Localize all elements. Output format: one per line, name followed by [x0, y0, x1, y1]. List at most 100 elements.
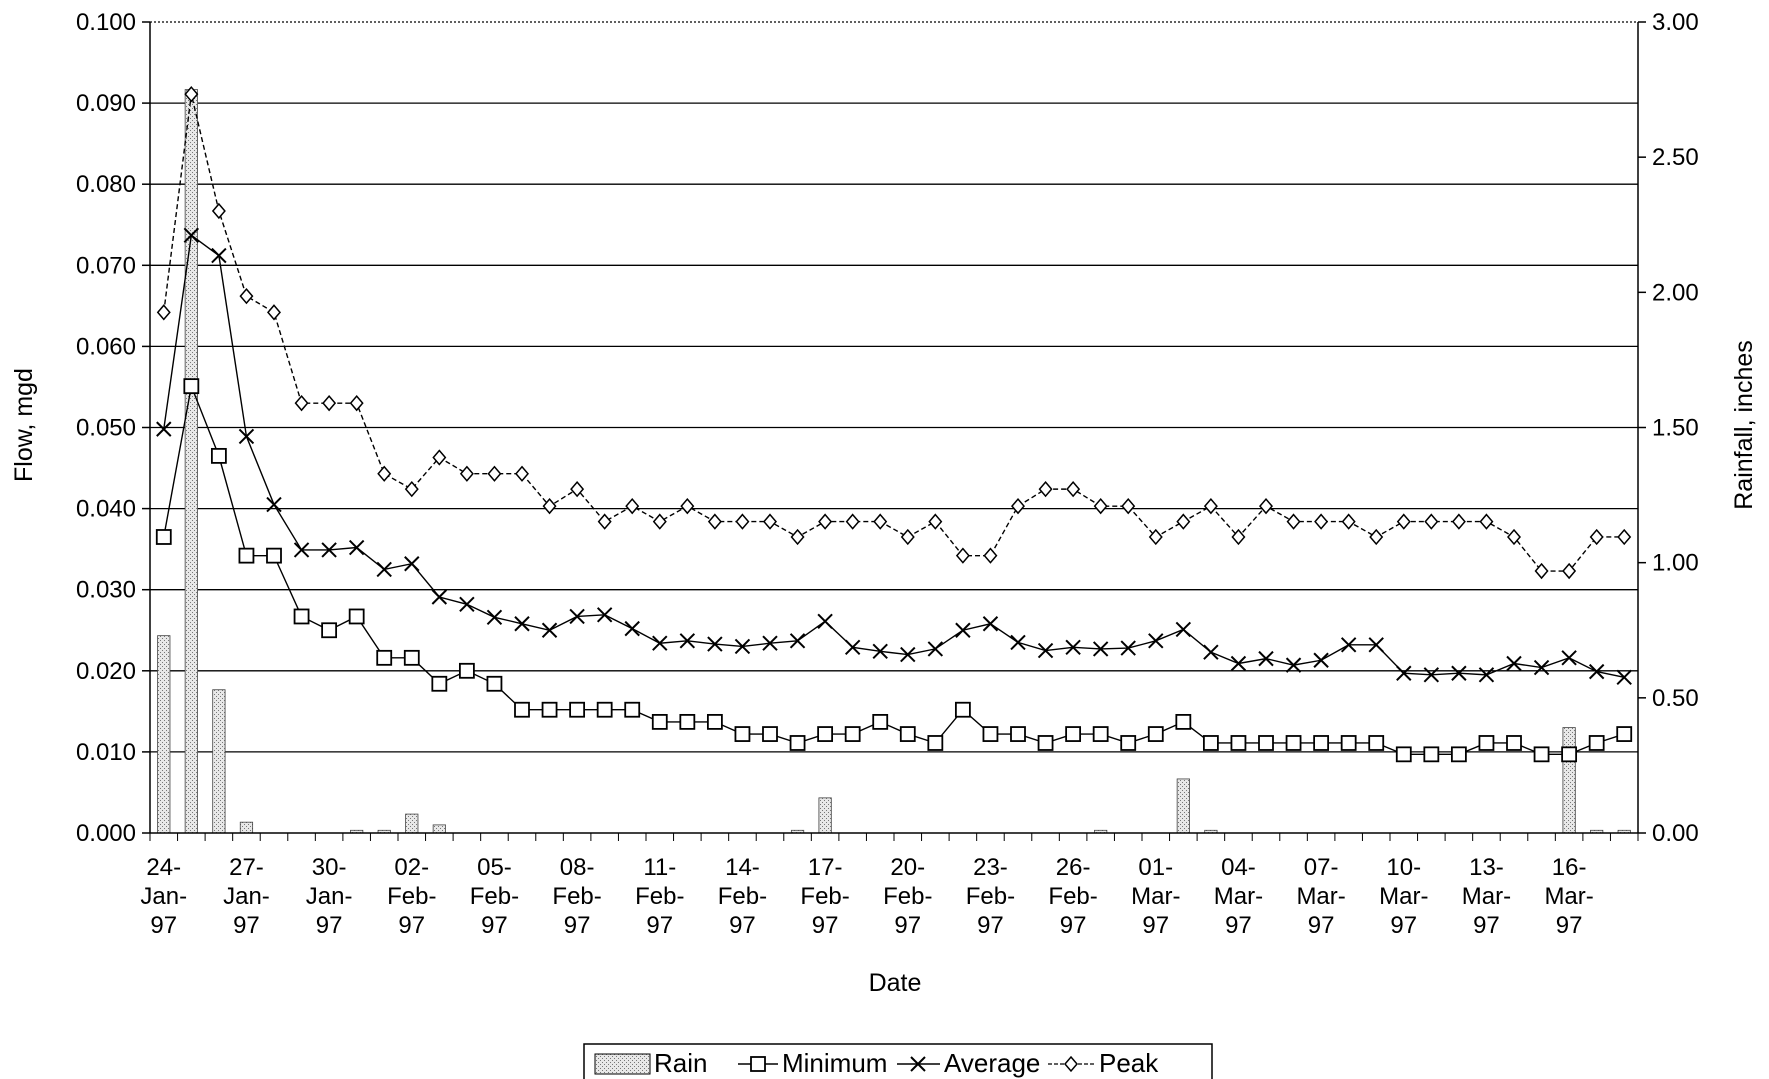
legend-minimum-label: Minimum	[782, 1048, 887, 1078]
x-tick-label: 26-Feb-97	[1048, 854, 1097, 939]
y2-tick-label: 1.50	[1652, 415, 1699, 442]
minimum-point	[403, 649, 420, 666]
x-tick-label: 01-Mar-97	[1131, 854, 1180, 939]
average-point	[679, 633, 696, 649]
peak-point	[955, 547, 970, 564]
x-tick-label: 27-Jan-97	[223, 854, 270, 939]
x-axis-title: Date	[869, 969, 922, 997]
average-point	[1148, 633, 1164, 649]
peak-point	[432, 449, 447, 466]
average-point	[1396, 665, 1412, 681]
rain-bar	[1176, 778, 1190, 834]
legend-average-marker	[910, 1056, 926, 1072]
peak-point	[184, 86, 199, 103]
y2-tick-label: 0.50	[1652, 685, 1699, 712]
minimum-point	[872, 713, 889, 730]
average-point	[624, 620, 640, 637]
peak-point	[1011, 498, 1025, 515]
minimum-point	[624, 701, 641, 718]
peak-point	[873, 513, 888, 530]
x-tick-label: 13-Mar-97	[1462, 854, 1511, 939]
average-point	[404, 556, 420, 572]
average-point	[1533, 659, 1550, 676]
minimum-point	[596, 701, 613, 718]
average-point	[1037, 642, 1054, 659]
minimum-point	[266, 547, 282, 564]
average-point	[1175, 621, 1192, 638]
average-point	[927, 641, 944, 657]
average-point	[1616, 669, 1632, 685]
average-line	[163, 234, 1625, 678]
minimum-point	[1285, 735, 1302, 751]
peak-point	[377, 465, 392, 482]
x-tick-label: 30-Jan-97	[306, 854, 353, 939]
y-tick-label: 0.000	[76, 820, 136, 847]
peak-point	[515, 465, 529, 482]
peak-point	[1341, 513, 1356, 530]
peak-point	[1589, 528, 1604, 546]
average-point	[211, 247, 227, 264]
average-point	[596, 607, 613, 623]
average-point	[1588, 663, 1605, 680]
minimum-point	[1616, 726, 1633, 742]
legend-peak-marker	[1064, 1055, 1078, 1073]
rain-bar	[212, 689, 226, 834]
flow-lines	[155, 86, 1633, 763]
minimum-point	[899, 726, 916, 742]
average-point	[541, 622, 558, 638]
average-point	[266, 496, 282, 513]
peak-point	[1093, 498, 1108, 515]
rain-bar	[432, 824, 446, 834]
legend-minimum-marker	[750, 1056, 766, 1072]
y-tick-label: 0.070	[76, 252, 136, 279]
peak-point	[267, 304, 281, 321]
minimum-point	[183, 378, 200, 395]
peak-point	[928, 513, 943, 530]
peak-point	[487, 465, 502, 482]
peak-point	[1369, 528, 1384, 546]
y-axis-title: Flow, mgd	[10, 368, 38, 482]
average-point	[1203, 644, 1219, 660]
peak-point	[1617, 528, 1632, 546]
y-tick-label: 0.060	[76, 333, 136, 360]
rain-bar	[1562, 727, 1576, 834]
peak-point	[1038, 480, 1053, 498]
rain-bar	[157, 635, 171, 834]
minimum-point	[210, 447, 227, 464]
peak-point	[349, 395, 364, 412]
average-point	[872, 643, 888, 660]
peak-point	[459, 465, 474, 482]
average-point	[1561, 650, 1577, 666]
minimum-point	[679, 713, 696, 730]
x-tick-label: 20-Feb-97	[883, 854, 932, 939]
average-point	[293, 542, 310, 558]
minimum-point	[514, 701, 530, 718]
peak-point	[1259, 498, 1273, 515]
minimum-point	[651, 713, 668, 730]
peak-point	[570, 480, 585, 498]
minimum-point	[541, 701, 558, 718]
y-tick-label: 0.020	[76, 658, 136, 685]
y-tick-label: 0.030	[76, 577, 136, 604]
y2-axis-title: Rainfall, inches	[1730, 340, 1758, 510]
minimum-point	[1230, 735, 1247, 751]
peak-point	[1451, 513, 1466, 530]
minimum-point	[1092, 726, 1109, 742]
average-point	[183, 227, 200, 244]
average-point	[1506, 655, 1522, 672]
average-point	[817, 613, 833, 630]
peak-point	[1148, 528, 1163, 546]
peak-point	[322, 395, 337, 412]
y-tick-label: 0.010	[76, 739, 136, 766]
x-tick-label: 04-Mar-97	[1214, 854, 1263, 939]
peak-point	[1314, 513, 1329, 530]
average-point	[707, 636, 723, 652]
y-tick-label: 0.050	[76, 415, 136, 442]
average-point	[900, 646, 916, 663]
average-point	[1478, 667, 1495, 683]
average-point	[459, 596, 475, 613]
peak-point	[1424, 513, 1439, 530]
average-point	[1230, 655, 1247, 672]
legend-frame	[583, 1043, 1213, 1079]
legend-average-label: Average	[944, 1048, 1040, 1078]
